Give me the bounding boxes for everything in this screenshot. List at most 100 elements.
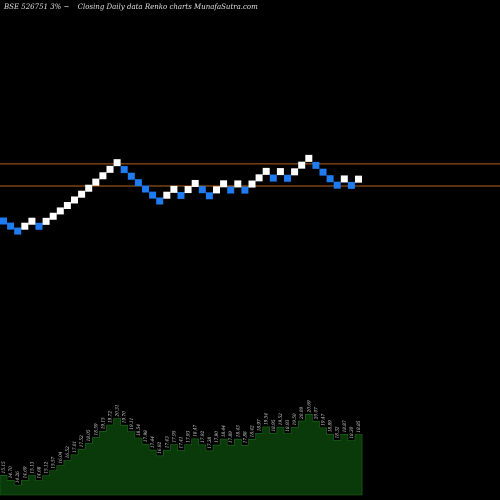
volume-value-label: 18.95 [271, 419, 276, 431]
volume-value-label: 15.12 [44, 461, 49, 473]
renko-brick-down [269, 174, 277, 182]
volume-value-label: 18.30 [349, 426, 354, 438]
renko-brick-up [113, 159, 121, 167]
renko-brick-up [99, 172, 107, 180]
volume-value-label: 20.69 [306, 400, 311, 413]
volume-value-label: 18.93 [285, 419, 290, 431]
renko-brick-up [28, 217, 36, 225]
volume-labels: 15.15 14.70 14.26 14.69 15.13 14.68 15.12 15.57… [1, 400, 361, 483]
volume-value-label: 20.09 [299, 407, 304, 420]
volume-value-label: 18.89 [328, 420, 333, 432]
volume-area-shape [0, 414, 363, 496]
volume-value-label: 18.47 [193, 424, 198, 436]
renko-brick-down [142, 185, 149, 193]
renko-brick-up [220, 180, 228, 188]
volume-value-label: 19.47 [321, 413, 326, 425]
renko-brick-down [177, 191, 185, 199]
renko-brick-up [340, 175, 348, 183]
volume-value-label: 17.38 [207, 436, 212, 448]
renko-brick-up [255, 174, 263, 182]
volume-value-label: 17.44 [150, 436, 155, 448]
renko-brick-down [326, 175, 334, 183]
renko-brick-down [319, 168, 327, 176]
renko-brick-down [35, 222, 43, 230]
renko-brick-down [347, 181, 355, 189]
renko-brick-up [276, 168, 284, 176]
renko-brick-down [333, 181, 341, 189]
volume-value-label: 19.70 [122, 411, 127, 423]
renko-brick-up [85, 184, 93, 192]
renko-brick-up [78, 190, 86, 198]
volume-value-label: 19.50 [292, 413, 297, 425]
volume-value-label: 15.13 [29, 461, 34, 473]
renko-brick-up [191, 179, 199, 187]
renko-brick-up [71, 196, 78, 204]
volume-value-label: 18.44 [221, 425, 226, 437]
volume-value-label: 17.01 [72, 441, 77, 453]
volume-value-label: 17.92 [200, 430, 205, 442]
renko-brick-down [312, 161, 320, 169]
renko-brick-up [291, 168, 299, 176]
volume-value-label: 17.52 [79, 435, 84, 447]
renko-brick-up [92, 178, 100, 186]
volume-value-label: 17.89 [228, 431, 233, 443]
chart-symbol-suffix: ~ [64, 3, 70, 11]
volume-value-label: 14.69 [22, 466, 27, 478]
renko-brick-up [234, 180, 242, 188]
volume-value-label: 15.15 [1, 461, 6, 473]
renko-brick-up [305, 154, 313, 162]
renko-brick-up [355, 175, 362, 183]
volume-value-label: 17.88 [242, 431, 247, 443]
renko-brick-up [106, 165, 114, 173]
renko-brick-up [63, 202, 71, 210]
renko-brick-down [120, 166, 128, 174]
volume-value-label: 19.52 [278, 413, 283, 425]
renko-brick-up [184, 186, 192, 194]
volume-value-label: 15.57 [51, 456, 56, 468]
renko-brick-up [56, 207, 64, 215]
volume-value-label: 19.15 [100, 417, 105, 429]
volume-value-label: 20.07 [313, 407, 318, 420]
volume-value-label: 16.52 [65, 446, 70, 458]
volume-value-label: 14.68 [37, 466, 42, 478]
chart-symbol: BSE 526751 3% [3, 3, 62, 11]
renko-brick-down [0, 217, 7, 225]
renko-brick-up [163, 191, 171, 199]
volume-value-label: 18.87 [342, 420, 347, 432]
volume-value-label: 18.42 [250, 425, 255, 437]
volume-value-label: 17.95 [171, 430, 176, 442]
renko-brick-down [227, 186, 235, 194]
renko-bricks [0, 154, 362, 235]
volume-value-label: 18.54 [136, 424, 141, 436]
volume-value-label: 16.04 [58, 451, 63, 463]
renko-brick-down [241, 186, 249, 194]
renko-brick-down [127, 172, 135, 180]
renko-brick-down [156, 197, 164, 205]
renko-brick-up [298, 161, 306, 169]
renko-brick-up [170, 185, 178, 193]
volume-value-label: 17.41 [179, 436, 184, 448]
volume-value-label: 18.43 [235, 425, 240, 437]
volume-value-label: 19.72 [108, 411, 113, 423]
volume-value-label: 14.26 [15, 471, 20, 483]
volume-value-label: 17.90 [214, 431, 219, 443]
renko-brick-up [42, 217, 50, 225]
volume-value-label: 19.11 [129, 418, 134, 430]
volume-value-label: 17.93 [186, 430, 191, 442]
volume-value-label: 14.70 [8, 466, 13, 478]
volume-value-label: 18.85 [356, 420, 361, 432]
renko-brick-down [198, 186, 206, 194]
volume-value-label: 16.92 [157, 442, 162, 454]
renko-brick-down [134, 179, 142, 187]
renko-brick-up [213, 186, 220, 194]
renko-brick-down [7, 222, 15, 230]
volume-value-label: 18.59 [93, 423, 98, 435]
volume-value-label: 18.97 [257, 419, 262, 431]
renko-brick-up [262, 167, 270, 175]
volume-value-label: 18.05 [86, 429, 91, 441]
volume-value-label: 17.43 [164, 436, 169, 448]
renko-brick-up [248, 180, 256, 188]
renko-brick-up [49, 212, 57, 220]
